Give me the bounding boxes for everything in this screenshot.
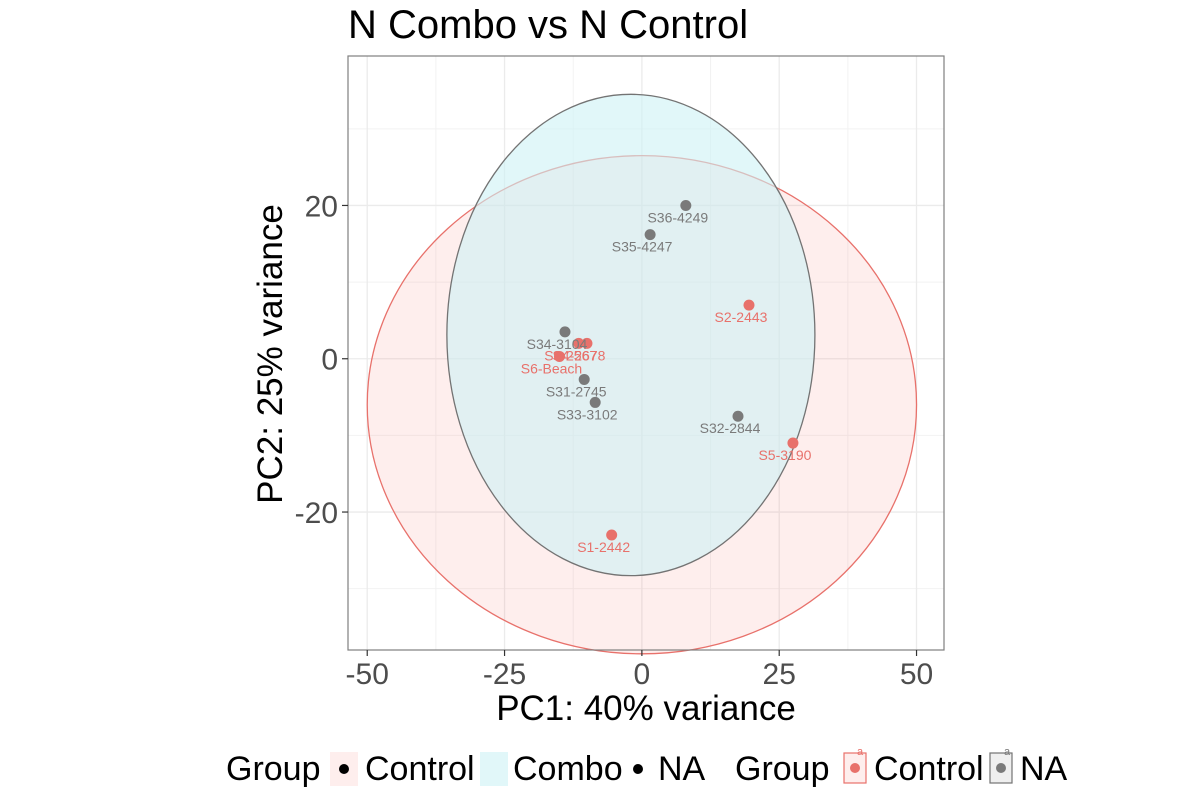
y-tick-label: 20	[305, 190, 338, 223]
x-tick-label: -50	[346, 658, 389, 691]
axes: -50 -25 0 25 50 -20 0 20	[295, 55, 945, 691]
data-point-s2-2443	[743, 299, 755, 311]
x-tick-label: 0	[634, 658, 651, 691]
point-label-s5-3190: S5-3190	[758, 447, 811, 463]
data-point-s33-3102	[589, 396, 601, 408]
data-point-s6-beach	[553, 350, 565, 362]
point-label-s35-4247: S35-4247	[612, 239, 673, 255]
legend-key-control-dot	[850, 763, 860, 773]
point-label-s32-2844: S32-2844	[700, 420, 761, 436]
data-point-s4-2678	[581, 337, 593, 349]
legend-color-item-na: NA	[1020, 750, 1068, 788]
legend-dot-control	[339, 764, 349, 774]
x-tick-label: 25	[763, 658, 796, 691]
legend-color-title: Group	[735, 750, 830, 788]
legend-key-glyph: a	[1004, 746, 1011, 758]
legend-color-item-control: Control	[874, 750, 984, 788]
point-label-s1-2442: S1-2442	[577, 539, 630, 555]
data-point-s35-4247	[644, 229, 656, 241]
point-label-s2-2443: S2-2443	[715, 309, 768, 325]
ellipse-combo	[446, 93, 816, 577]
point-label-layer: S36-4249 S35-4247 S34-3104 S31-2745 S33-3102…	[521, 209, 812, 555]
data-point-s31-2745	[578, 373, 590, 385]
y-axis-title: PC2: 25% variance	[251, 204, 290, 504]
x-axis-title: PC1: 40% variance	[496, 689, 796, 728]
point-label-s34-3104: S34-3104	[527, 336, 588, 352]
legend-fill-item-na: NA	[658, 750, 706, 788]
data-point-s36-4249	[680, 199, 692, 211]
legend: Group Control Combo NA Group a Control a NA	[226, 746, 1068, 788]
data-point-s3-2567	[573, 337, 585, 349]
legend-fill-item-combo: Combo	[513, 750, 623, 788]
chart-title: N Combo vs N Control	[348, 3, 748, 47]
legend-fill-item-control: Control	[365, 750, 475, 788]
data-point-s32-2844	[732, 410, 744, 422]
point-layer	[553, 199, 799, 541]
point-label-s3-2567: S3-2567	[544, 347, 597, 363]
data-point-s5-3190	[787, 437, 799, 449]
point-label-s6-beach: S6-Beach	[521, 360, 582, 376]
y-tick-label: 0	[321, 344, 338, 377]
legend-dot-na	[633, 764, 643, 774]
legend-key-combo-fill	[480, 752, 508, 786]
data-point-s34-3104	[559, 326, 571, 338]
x-tick-label: 50	[900, 658, 933, 691]
data-point-s1-2442	[606, 529, 618, 541]
legend-key-glyph: a	[857, 746, 864, 758]
point-label-s4-2678: S4-2678	[552, 347, 605, 363]
legend-key-na-dot	[996, 763, 1006, 773]
point-label-s36-4249: S36-4249	[647, 209, 708, 225]
y-tick-label: -20	[295, 497, 338, 530]
point-label-s33-3102: S33-3102	[557, 406, 618, 422]
legend-fill-title: Group	[226, 750, 321, 788]
x-tick-label: -25	[483, 658, 526, 691]
ellipse-layer	[366, 93, 918, 655]
point-label-s31-2745: S31-2745	[546, 383, 607, 399]
panel-border	[347, 55, 945, 651]
